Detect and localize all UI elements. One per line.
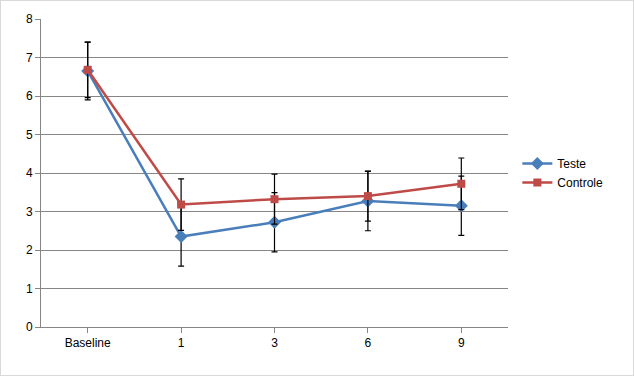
svg-text:2: 2 <box>26 243 33 257</box>
svg-text:1: 1 <box>26 282 33 296</box>
svg-text:9: 9 <box>458 336 465 350</box>
svg-text:Teste: Teste <box>557 157 586 171</box>
svg-text:5: 5 <box>26 128 33 142</box>
svg-text:Baseline: Baseline <box>65 336 111 350</box>
svg-text:1: 1 <box>178 336 185 350</box>
svg-text:3: 3 <box>271 336 278 350</box>
svg-text:6: 6 <box>365 336 372 350</box>
svg-text:3: 3 <box>26 205 33 219</box>
svg-text:8: 8 <box>26 12 33 26</box>
svg-text:0: 0 <box>26 320 33 334</box>
svg-text:Controle: Controle <box>557 176 603 190</box>
svg-text:7: 7 <box>26 51 33 65</box>
svg-text:4: 4 <box>26 166 33 180</box>
svg-text:6: 6 <box>26 89 33 103</box>
